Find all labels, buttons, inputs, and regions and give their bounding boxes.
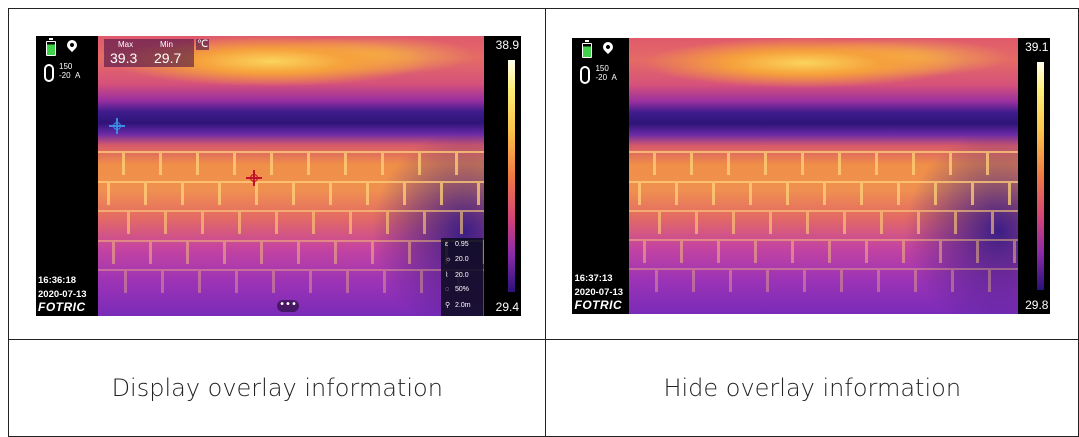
location-icon [64,37,80,53]
cold-spot-crosshair-icon [109,118,125,134]
battery-icon [46,38,56,56]
thermometer-icon [44,64,54,82]
max-value: 39.3 [110,50,138,66]
caption-left: Display overlay information [7,339,547,437]
thermal-image-without-overlay: 150 -20 A 16:37:13 2020-07-13 FOTRIC 39.… [572,38,1051,314]
thermometer-icon [580,66,591,84]
ambient-temp-icon: ⌇ [445,272,449,279]
humidity-param: ◌ 50% [445,286,470,293]
humidity-icon: ◌ [445,286,450,293]
thermal-scene [629,38,1019,314]
color-scale-bar [508,60,515,292]
more-options-icon[interactable]: ••• [277,300,299,312]
capture-time: 16:37:13 [574,273,613,284]
distance-icon: ⚲ [445,302,451,309]
min-value: 29.7 [154,50,182,66]
keyboard-heat-pattern [629,143,1019,314]
reflected-temp-param: ☼ 20.0 [445,256,469,263]
min-max-readout: Max Min 39.3 29.7 [104,39,194,67]
ambient-temp-param: ⌇ 20.0 [445,272,469,279]
brand-logo: FOTRIC [38,300,86,314]
distance-param: ⚲ 2.0m [445,302,471,309]
keyboard-heat-pattern [98,142,484,316]
unit-badge: ℃ [196,39,210,50]
caption-right: Hide overlay information [545,339,1079,437]
comparison-table: 150 -20 A 16:36:18 2020-07-13 FOTRIC Max… [7,8,1079,437]
temperature-range: 150 -20 A [595,64,617,82]
emissivity-param: ε 0.95 [445,241,469,248]
min-label: Min [160,40,173,49]
left-image-cell: 150 -20 A 16:36:18 2020-07-13 FOTRIC Max… [7,8,547,340]
capture-date: 2020-07-13 [574,287,624,298]
right-image-cell: 150 -20 A 16:37:13 2020-07-13 FOTRIC 39.… [545,8,1079,340]
capture-date: 2020-07-13 [38,289,87,300]
left-status-bar: 150 -20 A 16:36:18 2020-07-13 FOTRIC [36,36,98,316]
thermal-image-with-overlay: 150 -20 A 16:36:18 2020-07-13 FOTRIC Max… [36,36,521,316]
thermal-scene [98,36,484,316]
location-icon [601,39,616,55]
emissivity-icon: ε [445,241,449,248]
reflected-temp-icon: ☼ [445,256,452,263]
battery-icon [582,40,593,58]
scale-max-value: 39.1 [1025,40,1049,54]
max-label: Max [118,40,134,49]
left-status-bar: 150 -20 A 16:37:13 2020-07-13 FOTRIC [572,38,629,314]
color-scale-bar [1037,62,1045,290]
brand-logo: FOTRIC [574,298,623,312]
scale-min-value: 29.8 [1025,298,1049,312]
scale-min-value: 29.4 [495,300,519,314]
measurement-parameters-panel: ε 0.95 ☼ 20.0 ⌇ 20.0 ◌ 50% ⚲ 2.0m [441,238,483,316]
hot-spot-crosshair-icon [246,170,262,186]
temperature-range: 150 -20 A [59,62,81,80]
capture-time: 16:36:18 [38,275,77,286]
scale-max-value: 38.9 [495,38,519,52]
